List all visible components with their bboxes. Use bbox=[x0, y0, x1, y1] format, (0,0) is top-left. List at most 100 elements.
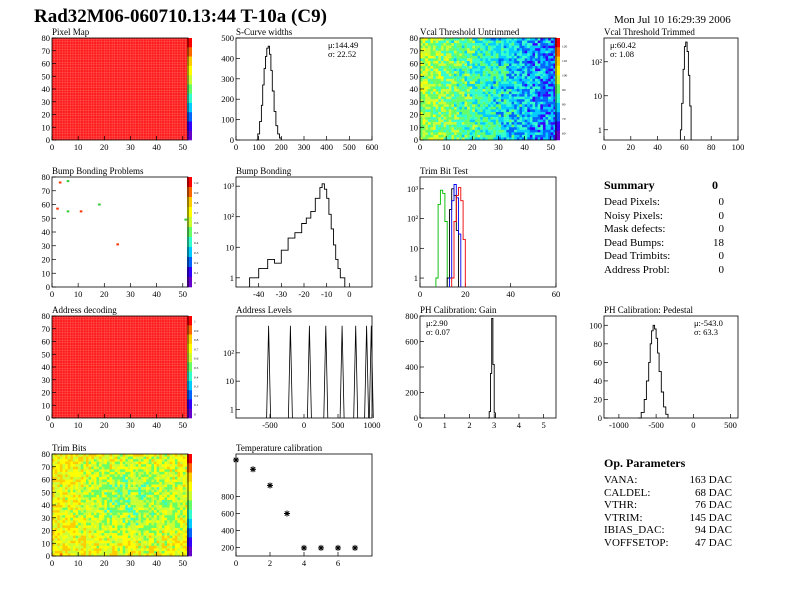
heatmap-cell bbox=[516, 117, 520, 120]
heatmap-cell bbox=[106, 461, 110, 465]
heatmap-cell bbox=[511, 122, 515, 125]
heatmap-cell bbox=[133, 497, 136, 501]
heatmap-cell bbox=[474, 55, 478, 59]
heatmap-cell bbox=[159, 499, 163, 503]
heatmap-cell bbox=[104, 476, 108, 480]
heatmap-cell bbox=[167, 535, 170, 539]
heatmap-cell bbox=[427, 101, 431, 105]
heatmap-cell bbox=[96, 505, 100, 508]
heatmap-cell bbox=[495, 104, 499, 108]
chart-title: Bump Bonding Problems bbox=[52, 166, 144, 176]
heatmap-cell bbox=[464, 68, 468, 72]
heatmap-cell bbox=[493, 134, 497, 138]
heatmap-cell bbox=[75, 520, 79, 524]
heatmap-cell bbox=[143, 489, 147, 493]
heatmap-cell bbox=[553, 99, 557, 102]
heatmap-cell bbox=[511, 137, 515, 141]
heatmap-cell bbox=[467, 55, 470, 59]
heatmap-cell bbox=[135, 527, 139, 531]
heatmap-cell bbox=[490, 66, 494, 69]
heatmap-cell bbox=[440, 109, 444, 113]
heatmap-cell bbox=[62, 484, 66, 488]
heatmap-cell bbox=[422, 83, 426, 87]
heatmap-cell bbox=[143, 484, 147, 488]
heatmap-cell bbox=[545, 50, 549, 54]
heatmap-cell bbox=[454, 109, 457, 113]
heatmap-cell bbox=[174, 550, 178, 554]
heatmap-cell bbox=[114, 459, 118, 462]
heatmap-cell bbox=[70, 484, 74, 488]
heatmap-cell bbox=[174, 461, 178, 465]
heatmap-cell bbox=[143, 530, 147, 534]
heatmap-cell bbox=[477, 124, 481, 128]
heatmap-cell bbox=[490, 114, 494, 118]
heatmap-cell bbox=[420, 53, 423, 57]
heatmap-cell bbox=[469, 106, 473, 110]
heatmap-cell bbox=[148, 522, 152, 526]
heatmap-cell bbox=[78, 540, 81, 544]
heatmap-cell bbox=[550, 127, 554, 130]
heatmap-cell bbox=[62, 499, 66, 503]
heatmap-cell bbox=[104, 487, 108, 490]
heatmap-cell bbox=[433, 111, 436, 115]
heatmap-cell bbox=[140, 522, 144, 526]
heatmap-cell bbox=[122, 459, 126, 462]
heatmap-cell bbox=[156, 540, 160, 544]
heatmap-cell bbox=[185, 548, 189, 552]
heatmap-cell bbox=[469, 71, 473, 74]
y-tick-label: 50 bbox=[410, 71, 419, 81]
heatmap-cell bbox=[532, 101, 536, 105]
heatmap-cell bbox=[180, 540, 183, 544]
heatmap-cell bbox=[440, 55, 444, 59]
heatmap-cell bbox=[456, 53, 460, 57]
heatmap-cell bbox=[109, 492, 113, 495]
heatmap-cell bbox=[138, 474, 142, 478]
heatmap-cell bbox=[495, 122, 499, 125]
heatmap-cell bbox=[438, 45, 442, 49]
heatmap-cell bbox=[508, 104, 512, 108]
heatmap-cell bbox=[514, 78, 517, 82]
heatmap-cell bbox=[143, 471, 147, 475]
heatmap-cell bbox=[143, 487, 147, 490]
heatmap-cell bbox=[125, 505, 129, 508]
heatmap-cell bbox=[464, 50, 468, 54]
heatmap-cell bbox=[159, 494, 163, 498]
heatmap-cell bbox=[524, 96, 528, 100]
heatmap-cell bbox=[498, 111, 502, 115]
heatmap-cell bbox=[143, 494, 147, 498]
heatmap-cell bbox=[519, 114, 523, 118]
heatmap-cell bbox=[180, 507, 183, 511]
heatmap-cell bbox=[122, 507, 126, 511]
heatmap-cell bbox=[456, 89, 460, 92]
heatmap-cell bbox=[435, 109, 439, 113]
heatmap-cell bbox=[456, 134, 460, 138]
heatmap-cell bbox=[425, 111, 429, 115]
heatmap-cell bbox=[185, 550, 189, 554]
heatmap-cell bbox=[112, 471, 115, 475]
heatmap-cell bbox=[553, 122, 557, 125]
heatmap-cell bbox=[75, 505, 79, 508]
y-tick-label: 60 bbox=[42, 475, 51, 485]
heatmap-cell bbox=[446, 43, 449, 46]
heatmap-cell bbox=[425, 83, 429, 87]
heatmap-cell bbox=[112, 499, 115, 503]
heatmap-cell bbox=[62, 497, 66, 501]
heatmap-cell bbox=[122, 471, 126, 475]
heatmap-cell bbox=[425, 86, 429, 90]
palette-label: 0.9 bbox=[194, 329, 199, 333]
heatmap-cell bbox=[151, 492, 155, 495]
heatmap-cell bbox=[146, 466, 149, 470]
heatmap-cell bbox=[493, 122, 497, 125]
heatmap-cell bbox=[446, 122, 449, 125]
heatmap-cell bbox=[495, 119, 499, 123]
heatmap-cell bbox=[185, 464, 189, 467]
heatmap-cell bbox=[138, 530, 142, 534]
heatmap-cell bbox=[488, 117, 491, 120]
heatmap-cell bbox=[67, 512, 71, 516]
heatmap-cell bbox=[519, 86, 523, 90]
x-tick-label: 0 bbox=[234, 558, 238, 568]
heatmap-cell bbox=[154, 522, 157, 526]
heatmap-cell bbox=[485, 96, 489, 100]
heatmap-cell bbox=[537, 89, 541, 92]
